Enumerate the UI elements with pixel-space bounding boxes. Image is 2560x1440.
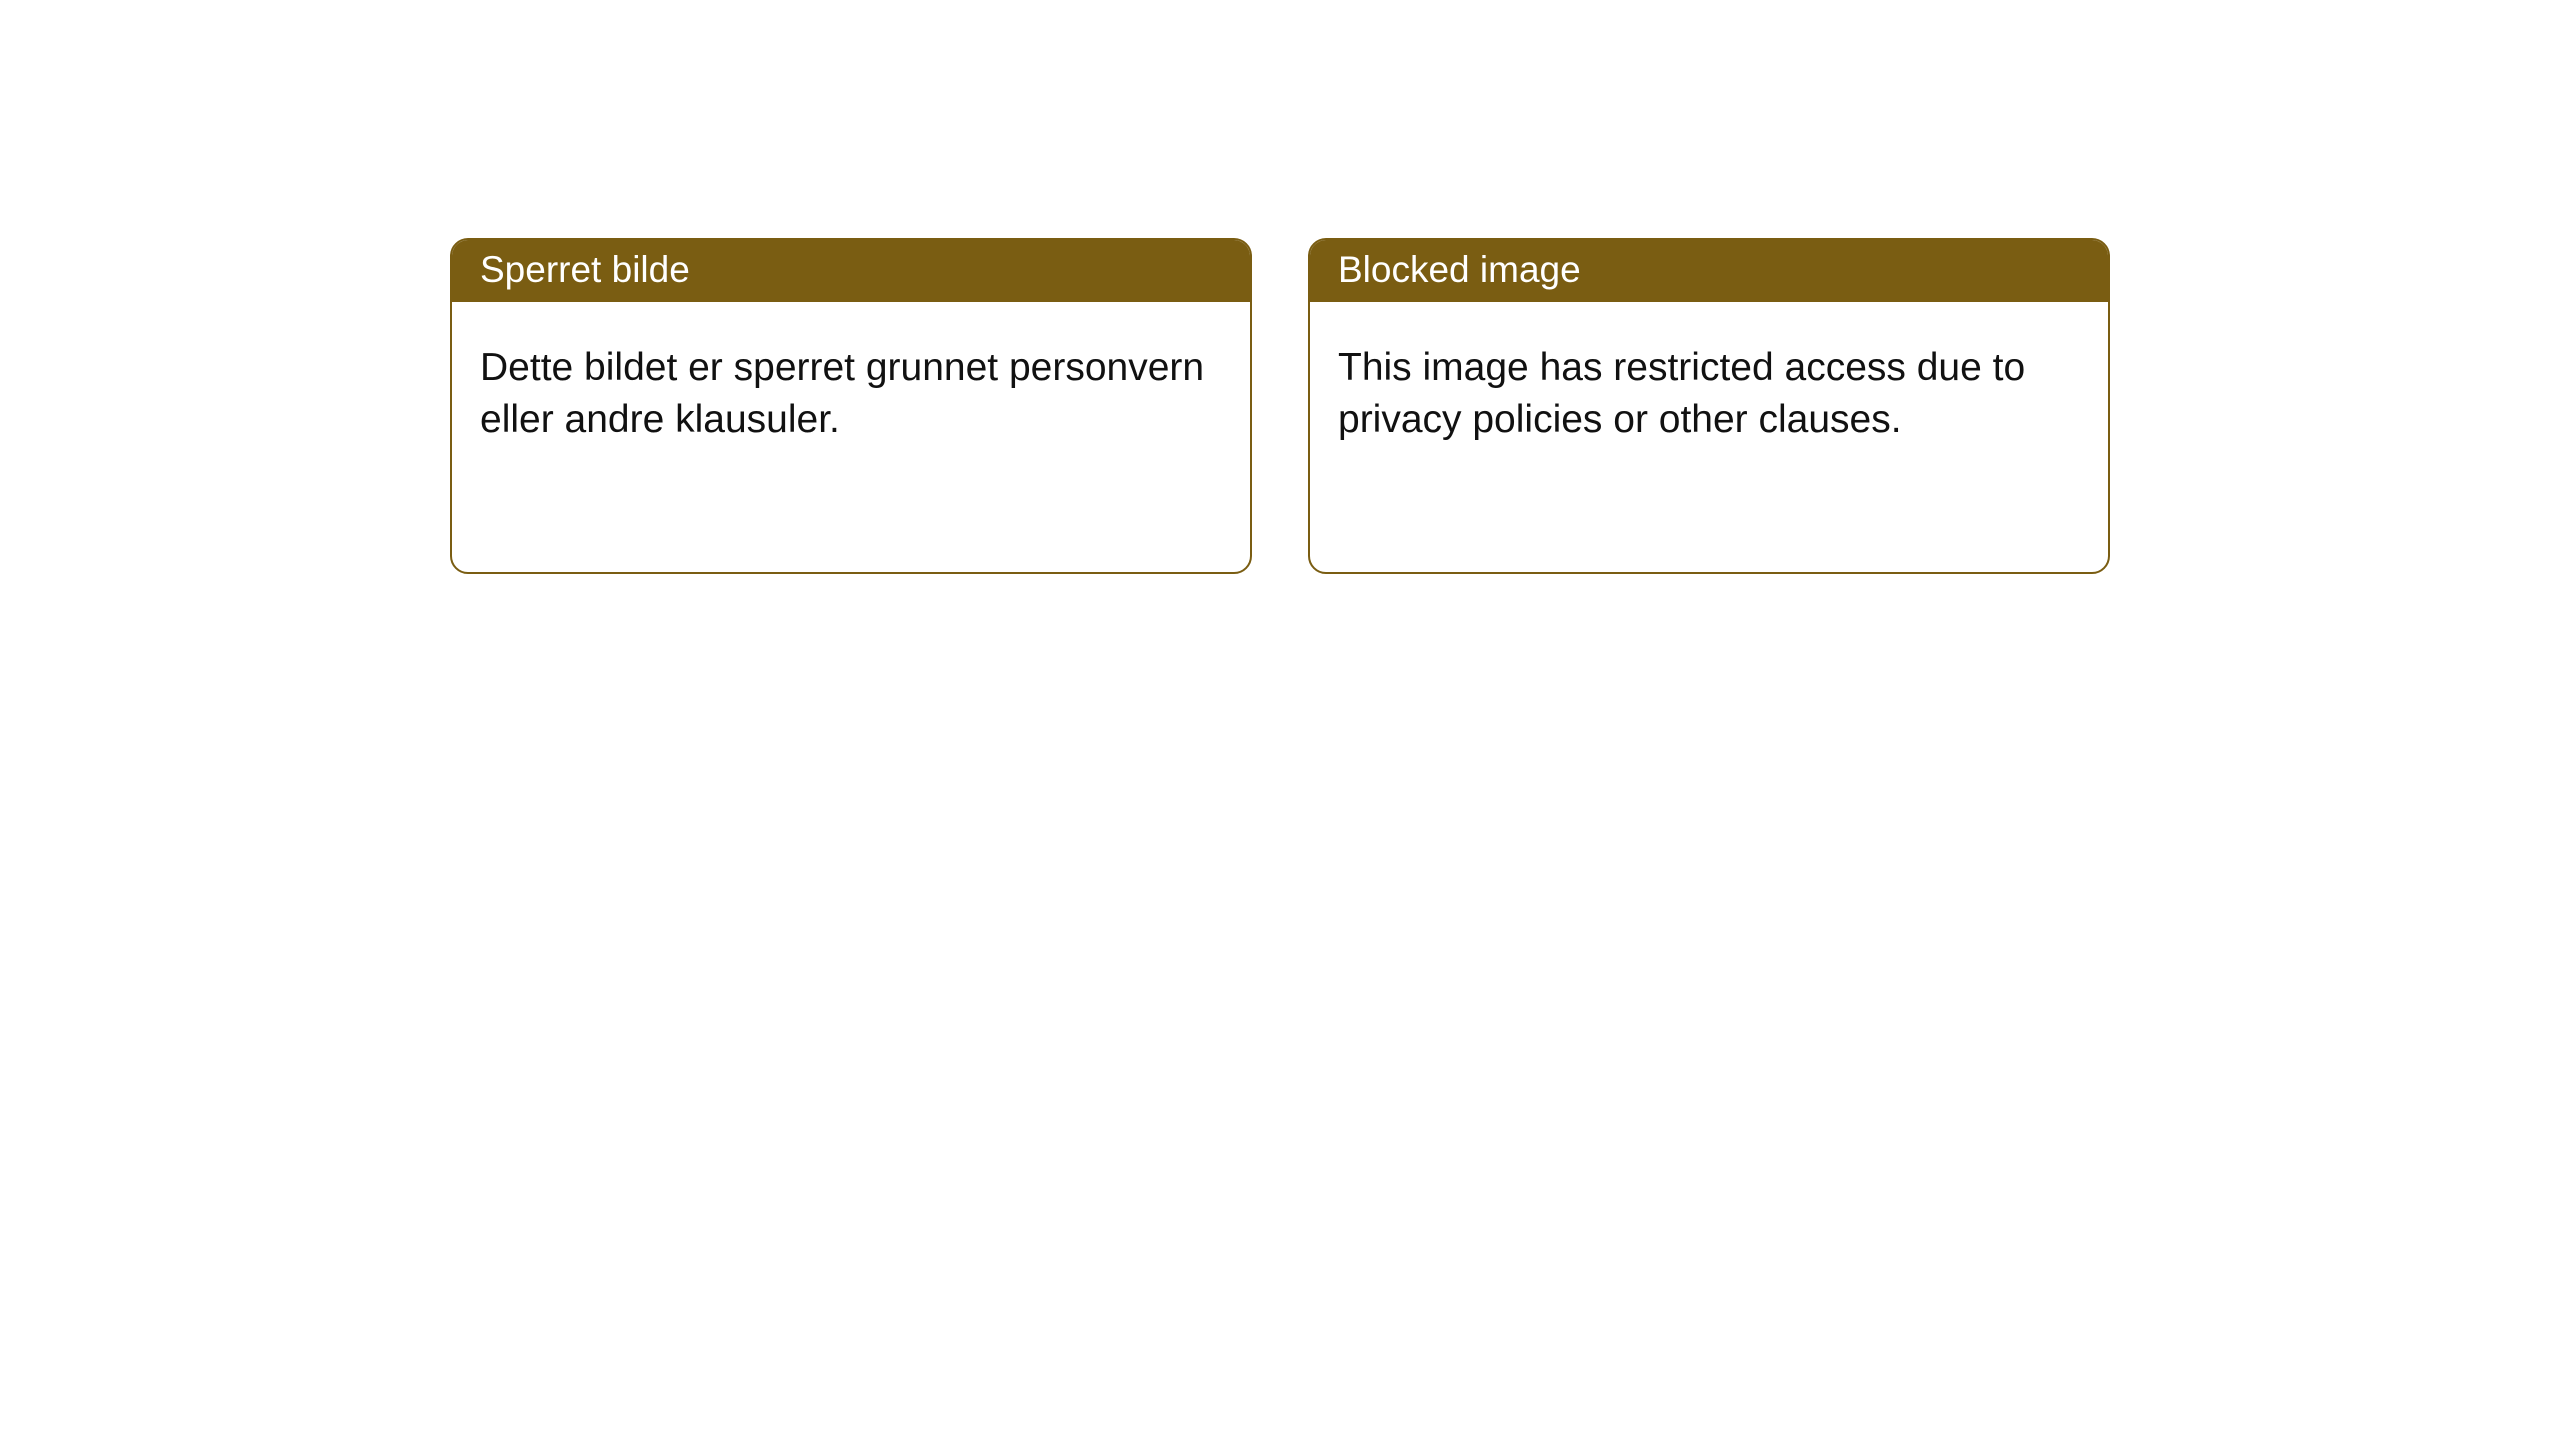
notice-card-english: Blocked image This image has restricted … [1308, 238, 2110, 574]
notice-header: Sperret bilde [452, 240, 1250, 302]
notice-title: Sperret bilde [480, 249, 690, 290]
notice-body: Dette bildet er sperret grunnet personve… [452, 302, 1250, 572]
notice-card-norwegian: Sperret bilde Dette bildet er sperret gr… [450, 238, 1252, 574]
notice-container: Sperret bilde Dette bildet er sperret gr… [0, 0, 2560, 574]
notice-text: Dette bildet er sperret grunnet personve… [480, 342, 1222, 446]
notice-body: This image has restricted access due to … [1310, 302, 2108, 572]
notice-header: Blocked image [1310, 240, 2108, 302]
notice-text: This image has restricted access due to … [1338, 342, 2080, 446]
notice-title: Blocked image [1338, 249, 1581, 290]
